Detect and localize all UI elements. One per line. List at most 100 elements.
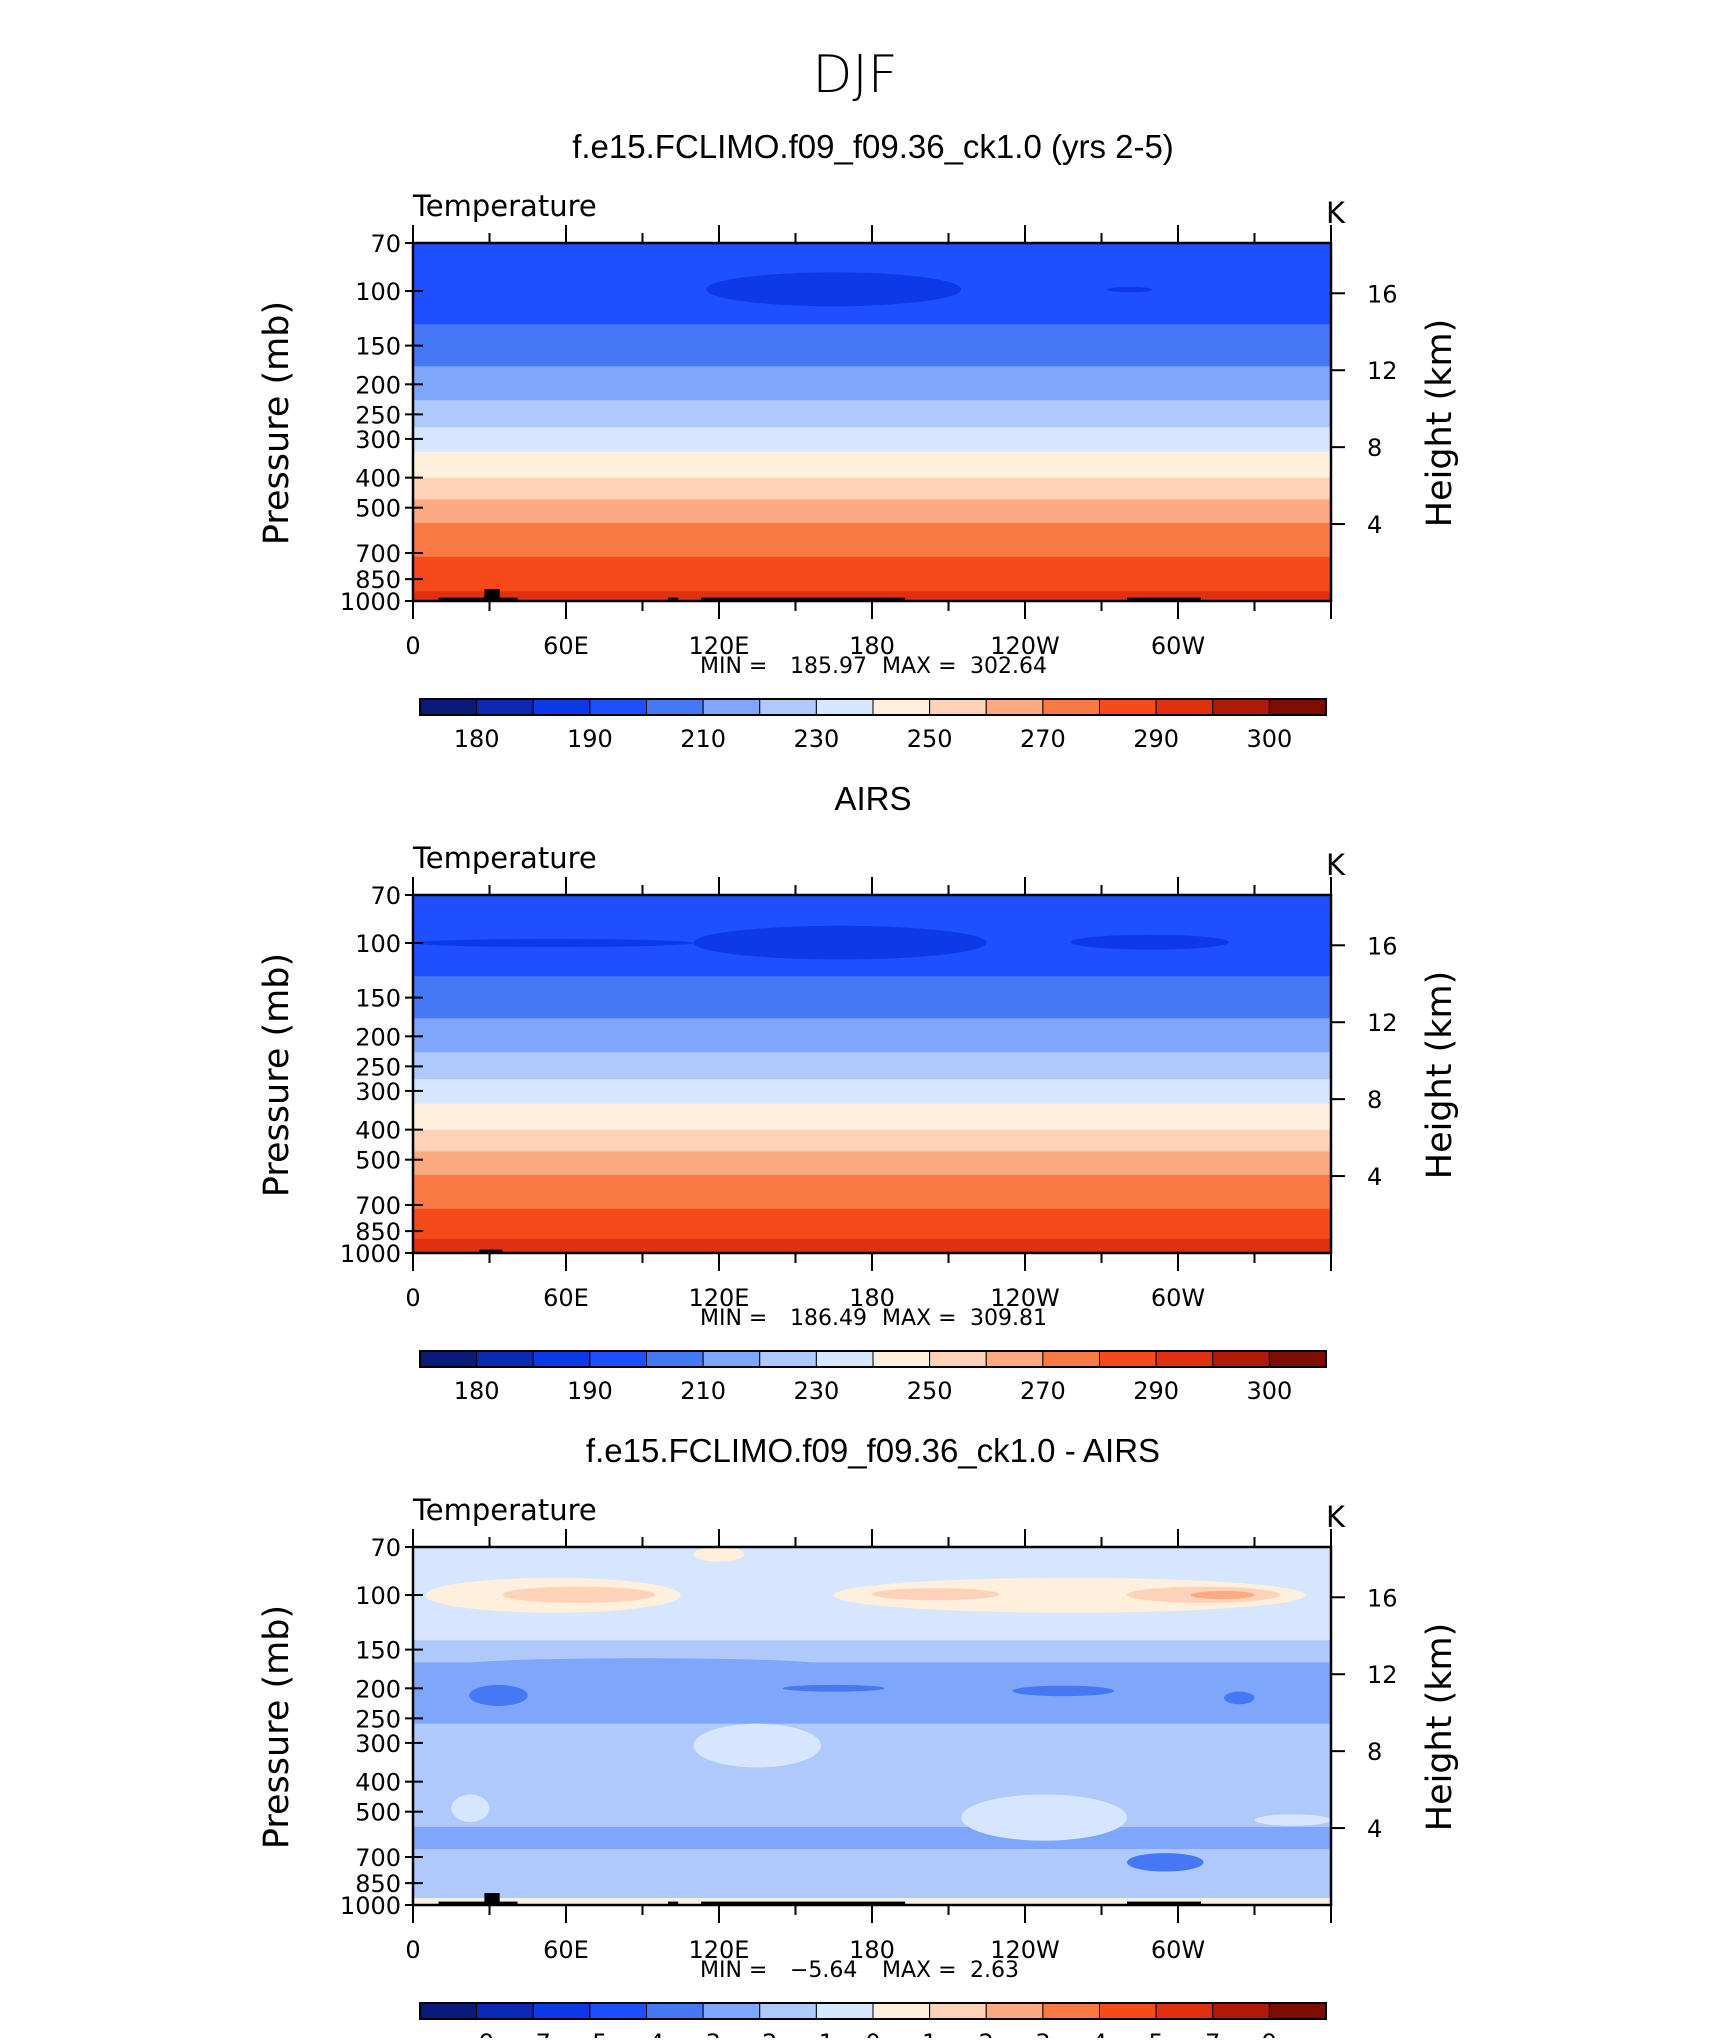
contour-region xyxy=(961,1794,1127,1841)
x-tick-label: 0 xyxy=(405,1936,420,1964)
y-tick-label: 100 xyxy=(355,278,401,306)
height-tick-label: 12 xyxy=(1367,1009,1398,1037)
max-label: MAX = xyxy=(882,1958,957,1983)
contour-region xyxy=(833,1577,1306,1613)
colorbar-label: −5 xyxy=(572,2029,607,2038)
terrain-mask xyxy=(1127,597,1201,601)
x-tick-label: 120E xyxy=(689,1284,750,1312)
colorbar-box xyxy=(1042,698,1100,716)
contour-band xyxy=(413,1052,1331,1080)
contour-band xyxy=(413,556,1331,592)
contour-band xyxy=(413,324,1331,367)
contour-region xyxy=(1012,1685,1115,1697)
max-value: 2.63 xyxy=(970,1958,1019,1983)
colorbar-box xyxy=(1099,2002,1157,2020)
colorbar-box xyxy=(759,2002,817,2020)
x-tick-label: 120E xyxy=(689,1936,750,1964)
contour-band xyxy=(413,1018,1331,1053)
colorbar-label: 5 xyxy=(1148,2029,1163,2038)
max-label: MAX = xyxy=(882,654,957,679)
colorbar-box xyxy=(419,2002,478,2020)
variable-label: Temperature xyxy=(412,189,597,223)
x-tick-label: 120W xyxy=(990,1936,1060,1964)
colorbar-box xyxy=(985,698,1044,716)
terrain-mask xyxy=(479,1249,503,1253)
colorbar-label: 270 xyxy=(1020,1377,1066,1405)
y-tick-label: 1000 xyxy=(340,588,401,616)
colorbar-box xyxy=(1155,2002,1214,2020)
colorbar-label: 3 xyxy=(1035,2029,1050,2038)
max-value: 309.81 xyxy=(970,1306,1047,1331)
contour-band xyxy=(413,400,1331,428)
terrain-mask xyxy=(1127,1901,1201,1905)
height-tick-label: 4 xyxy=(1367,511,1382,539)
contour-band xyxy=(413,1174,1331,1210)
min-value: −5.64 xyxy=(790,1958,857,1983)
y-tick-label: 250 xyxy=(355,401,401,429)
colorbar-box xyxy=(646,1350,704,1368)
x-tick-label: 180 xyxy=(849,632,895,660)
contour-band xyxy=(413,1898,1331,1905)
colorbar-box xyxy=(476,1350,534,1368)
colorbar-box xyxy=(1212,2002,1270,2020)
height-tick-label: 4 xyxy=(1367,1815,1382,1843)
colorbar-box xyxy=(419,698,478,716)
terrain-mask xyxy=(438,597,518,601)
contour-region xyxy=(1106,286,1153,293)
min-value: 185.97 xyxy=(790,654,867,679)
terrain-mask xyxy=(701,597,906,601)
colorbar-label: 4 xyxy=(1092,2029,1107,2038)
colorbar-label: 250 xyxy=(907,725,953,753)
colorbar-box xyxy=(589,1350,647,1368)
contour-region xyxy=(464,1658,821,1671)
y-tick-label: 250 xyxy=(355,1705,401,1733)
figure-title: DJF xyxy=(812,45,897,105)
colorbar-label: 290 xyxy=(1133,1377,1179,1405)
y-tick-label: 150 xyxy=(355,985,401,1013)
contour-band xyxy=(413,1151,1331,1176)
colorbar-box xyxy=(872,698,931,716)
y-tick-label: 400 xyxy=(355,1117,401,1145)
colorbar-box xyxy=(532,1350,591,1368)
colorbar-label: −1 xyxy=(799,2029,834,2038)
colorbar-label: −3 xyxy=(685,2029,720,2038)
y-tick-label: 1000 xyxy=(340,1240,401,1268)
y-tick-label: 70 xyxy=(370,1534,401,1562)
contour-region xyxy=(1254,1814,1331,1826)
y-tick-label: 300 xyxy=(355,1730,401,1758)
y-tick-label: 100 xyxy=(355,1582,401,1610)
chart-panel-3: f.e15.FCLIMO.f09_f09.36_ck1.0 - AIRS Temp… xyxy=(257,1432,1460,2043)
y-tick-label: 150 xyxy=(355,1637,401,1665)
y-tick-label: 500 xyxy=(355,1147,401,1175)
colorbar-box xyxy=(476,2002,534,2020)
colorbar-box xyxy=(532,698,591,716)
colorbar-box xyxy=(1155,1350,1214,1368)
colorbar-box xyxy=(759,698,817,716)
variable-label: Temperature xyxy=(412,1493,597,1527)
contour-region xyxy=(872,1588,1000,1601)
colorbar-box xyxy=(589,2002,647,2020)
colorbar-label: 180 xyxy=(454,1377,500,1405)
colorbar-box xyxy=(702,1350,761,1368)
contour-band xyxy=(413,522,1331,558)
colorbar-label: 190 xyxy=(567,725,613,753)
colorbar-box xyxy=(702,698,761,716)
y-tick-label: 700 xyxy=(355,1192,401,1220)
terrain-mask xyxy=(484,1893,500,1905)
height-tick-label: 8 xyxy=(1367,1738,1382,1766)
contour-region xyxy=(1070,934,1229,950)
colorbar-box xyxy=(929,1350,987,1368)
colorbar-label: −9 xyxy=(459,2029,494,2038)
contour-band xyxy=(413,1640,1331,1663)
y-tick-label: 200 xyxy=(355,371,401,399)
y-tick-label: 500 xyxy=(355,1799,401,1827)
colorbar-label: 210 xyxy=(680,1377,726,1405)
chart-panel-1: f.e15.FCLIMO.f09_f09.36_ck1.0 (yrs 2-5) T… xyxy=(257,128,1460,753)
height-tick-label: 16 xyxy=(1367,932,1398,960)
y-tick-label: 300 xyxy=(355,426,401,454)
y-tick-label: 70 xyxy=(370,230,401,258)
contour-field xyxy=(413,243,1331,601)
x-tick-label: 60E xyxy=(543,1936,589,1964)
y-axis-title: Pressure (mb) xyxy=(257,301,297,545)
